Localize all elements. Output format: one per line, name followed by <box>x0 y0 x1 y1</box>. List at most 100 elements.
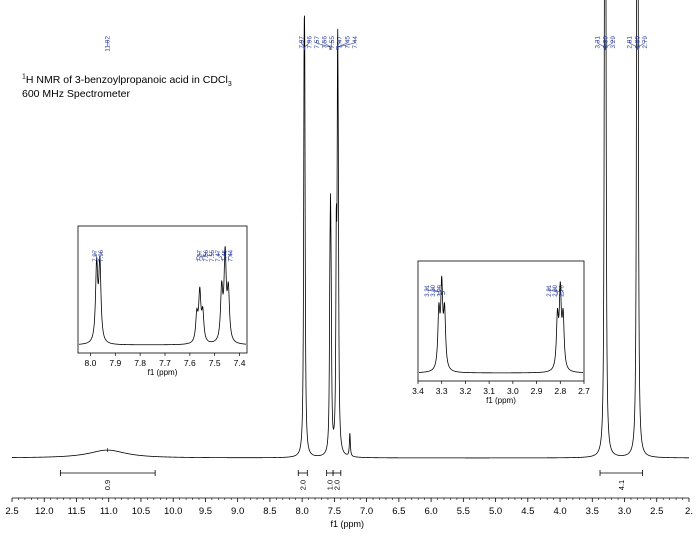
main-x-tick-label: 9.0 <box>231 506 244 517</box>
main-peak-connector <box>316 40 331 50</box>
main-x-tick-label: 7.0 <box>360 506 373 517</box>
inset-x-axis-label: f1 (ppm) <box>486 396 516 405</box>
main-peak-connector <box>597 40 605 50</box>
inset-peak-connector <box>202 252 213 260</box>
main-peak-label: 2.79 <box>642 36 649 49</box>
main-peak-connector <box>336 40 340 50</box>
inset-peak-label: 7.96 <box>99 249 105 261</box>
main-x-tick-label: 2.5 <box>5 506 18 517</box>
inset-peak-label: 7.56 <box>204 249 210 261</box>
title-line-1: 1H NMR of 3-benzoylpropanoic acid in CDC… <box>22 73 232 89</box>
inset-x-tick-label: 7.8 <box>134 358 146 368</box>
main-x-tick-label: 8.5 <box>263 506 276 517</box>
inset-x-tick-label: 3.1 <box>483 386 495 396</box>
inset-peak-connector <box>426 287 440 295</box>
main-peak-label: 7.47 <box>337 36 344 49</box>
inset-peak-connector <box>548 287 558 295</box>
inset-peak-label: 7.44 <box>229 249 235 261</box>
main-peak-label: 11.02 <box>105 36 112 52</box>
inset-x-tick-label: 7.5 <box>209 358 221 368</box>
main-peak-connector <box>629 40 638 50</box>
inset-peak-label: 2.79 <box>559 284 565 296</box>
main-peak-connector <box>637 40 645 50</box>
main-x-axis-label: f1 (ppm) <box>331 519 365 529</box>
spectrum-title: 1H NMR of 3-benzoylpropanoic acid in CDC… <box>22 73 232 101</box>
main-peak-connector <box>330 40 333 50</box>
main-peak-connector <box>301 40 305 50</box>
inset-aromatic: 8.0 7.9 7.8 7.7 7.6 7.5 7.4 f1 (ppm) 7.97 7.96 7.5… <box>77 225 248 377</box>
inset-peak-connector <box>99 252 102 260</box>
main-x-tick-label: 11.0 <box>100 506 118 517</box>
inset-peak-label: 7.57 <box>198 249 204 261</box>
main-x-tick-label: 5.5 <box>457 506 470 517</box>
inset-peak-label: 7.97 <box>93 249 99 261</box>
main-x-tick-label: 4.0 <box>553 506 566 517</box>
main-peak-label: 3.30 <box>602 36 609 49</box>
integral-value: 4.1 <box>617 480 626 490</box>
inset-peak-connector <box>224 252 226 260</box>
main-x-tick-label: 5.0 <box>489 506 502 517</box>
main-peak-connector <box>323 40 331 50</box>
title-superscript: 1 <box>22 73 26 81</box>
main-x-tick-label: 6.0 <box>424 506 437 517</box>
inset-x-tick-label: 3.0 <box>507 386 519 396</box>
inset-spectrum-line <box>418 275 584 374</box>
main-x-tick-label: 6.5 <box>392 506 405 517</box>
inset-peak-connector <box>196 252 200 260</box>
main-peak-connector <box>337 40 348 50</box>
integral-region: 0.9 <box>59 470 156 490</box>
inset-aliphatic: 3.4 3.3 3.2 3.1 3.0 2.9 2.8 2.7f1 (ppm)3.31 3.30… <box>412 260 590 405</box>
main-peak-label: 3.31 <box>595 36 602 49</box>
main-x-tick-label: 3.0 <box>618 506 631 517</box>
inset-frame <box>417 260 585 382</box>
main-x-tick-label: 4.5 <box>521 506 534 517</box>
inset-peak-connector <box>432 287 443 295</box>
main-peak-connector <box>304 40 310 50</box>
title-subscript: 3 <box>227 81 232 89</box>
main-peak-label: 7.45 <box>344 36 351 49</box>
inset-peak-connector <box>438 287 445 295</box>
inset-x-tick-label: 7.9 <box>109 358 121 368</box>
main-peak-label: 7.55 <box>329 36 336 49</box>
main-peak-label: 3.29 <box>610 36 617 49</box>
inset-peak-label: 7.45 <box>222 249 228 261</box>
inset-x-tick-label: 3.2 <box>460 386 472 396</box>
main-peak-label: 7.96 <box>306 36 313 49</box>
inset-x-tick-label: 7.7 <box>159 358 171 368</box>
inset-x-tick-label: 3.3 <box>436 386 448 396</box>
main-x-tick-label: 10.0 <box>164 506 183 517</box>
integral-region: 2.0 <box>297 470 308 490</box>
inset-x-tick-label: 3.4 <box>412 386 424 396</box>
main-peak-label: 2.80 <box>634 36 641 49</box>
inset-peak-connector <box>560 287 564 295</box>
inset-peak-connector <box>228 252 231 260</box>
main-x-tick-label: 7.5 <box>328 506 341 517</box>
inset-x-tick-label: 7.4 <box>234 358 246 368</box>
inset-peak-connector <box>554 287 561 295</box>
inset-peak-label: 3.31 <box>425 284 431 296</box>
inset-peak-connector <box>94 252 97 260</box>
inset-peak-connector <box>217 252 222 260</box>
main-peak-connector <box>605 40 613 50</box>
integral-region: 2.0 <box>332 470 341 490</box>
integral-value: 1.0 <box>325 480 334 490</box>
main-peak-labels: 11.02 7.97 7.96 7.57 7.56 7.55 7.47 7.45 7.44 3.3… <box>105 36 649 52</box>
inset-x-tick-label: 2.7 <box>578 386 590 396</box>
inset-peak-label: 7.55 <box>210 249 216 261</box>
main-peak-label: 7.56 <box>321 36 328 49</box>
integral-region: 4.1 <box>599 470 643 490</box>
main-x-tick-label: 2.5 <box>650 506 663 517</box>
main-peak-label: 2.81 <box>627 36 634 49</box>
main-x-tick-label: 12.0 <box>35 506 54 517</box>
main-x-tick-label: 3.5 <box>586 506 599 517</box>
main-x-tick-label: 8.0 <box>296 506 309 517</box>
inset-peak-connector <box>199 252 206 260</box>
inset-x-tick-label: 2.9 <box>531 386 543 396</box>
main-peak-label: 7.97 <box>299 36 306 49</box>
inset-x-tick-label: 2.8 <box>554 386 566 396</box>
integral-value: 0.9 <box>103 480 112 490</box>
main-peak-connector <box>337 40 355 50</box>
inset-x-tick-label: 7.6 <box>184 358 196 368</box>
title-main: H NMR of 3-benzoylpropanoic acid in CDCl <box>25 74 228 86</box>
main-x-tick-label: 2. <box>685 506 693 517</box>
